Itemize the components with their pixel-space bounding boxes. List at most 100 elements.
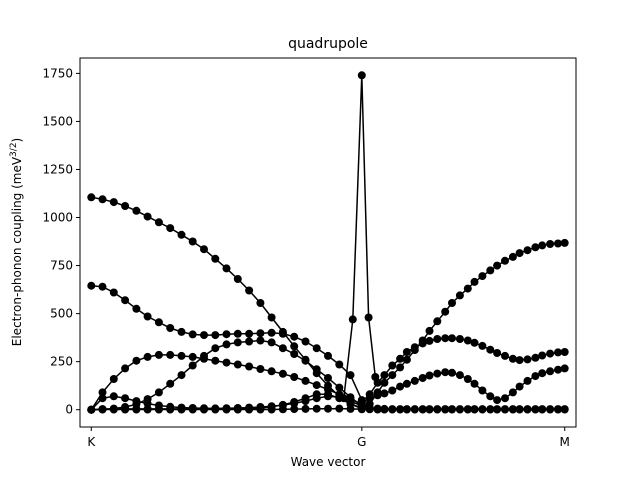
data-point bbox=[448, 299, 456, 307]
data-point bbox=[233, 275, 242, 283]
data-point bbox=[188, 405, 197, 414]
data-point bbox=[121, 296, 130, 305]
data-point bbox=[290, 398, 299, 406]
data-point bbox=[245, 362, 254, 371]
data-point bbox=[478, 341, 487, 350]
data-point bbox=[278, 405, 287, 414]
data-point bbox=[87, 281, 96, 290]
x-tick-label: M bbox=[560, 435, 570, 449]
series-line bbox=[361, 337, 565, 403]
data-point bbox=[396, 382, 405, 391]
data-point bbox=[121, 394, 130, 403]
data-point bbox=[455, 371, 464, 380]
data-point bbox=[222, 405, 231, 414]
data-point bbox=[245, 405, 254, 414]
data-point bbox=[290, 332, 299, 341]
data-point bbox=[380, 405, 389, 414]
data-point bbox=[267, 367, 276, 376]
data-point bbox=[177, 327, 186, 336]
series-line bbox=[361, 367, 565, 405]
data-point bbox=[546, 367, 555, 376]
data-point bbox=[493, 405, 502, 414]
x-tick-label: G bbox=[357, 435, 366, 449]
data-point bbox=[177, 351, 186, 360]
data-point bbox=[560, 348, 569, 356]
data-point bbox=[560, 364, 569, 373]
data-point bbox=[508, 252, 517, 261]
data-point bbox=[154, 318, 163, 327]
data-point bbox=[531, 353, 540, 362]
data-point bbox=[166, 379, 175, 388]
data-point bbox=[433, 317, 442, 326]
data-point bbox=[98, 405, 107, 414]
y-tick-label: 1750 bbox=[42, 66, 73, 80]
data-point bbox=[267, 328, 276, 337]
y-axis: 0 250 500 750 1000 1250 1500 1750 bbox=[42, 66, 80, 417]
data-point bbox=[346, 371, 355, 380]
data-point bbox=[290, 405, 299, 414]
data-point bbox=[508, 354, 517, 363]
data-point bbox=[143, 405, 152, 414]
data-point bbox=[365, 405, 374, 414]
data-point bbox=[177, 230, 186, 239]
data-point bbox=[418, 405, 427, 414]
data-point bbox=[222, 330, 231, 339]
data-point bbox=[418, 339, 427, 348]
y-tick-label: 1250 bbox=[42, 162, 73, 176]
data-point bbox=[388, 405, 397, 414]
data-point bbox=[441, 307, 450, 316]
y-axis-label-superscript: 3/2 bbox=[9, 142, 19, 156]
data-point bbox=[425, 326, 434, 335]
data-point bbox=[200, 245, 208, 254]
data-point bbox=[98, 195, 107, 204]
data-point bbox=[188, 237, 197, 246]
data-point bbox=[324, 351, 332, 360]
data-point bbox=[410, 376, 419, 385]
data-point bbox=[166, 324, 175, 332]
y-tick-label: 250 bbox=[50, 355, 73, 369]
data-point bbox=[425, 336, 434, 345]
data-point bbox=[501, 256, 509, 265]
data-point bbox=[324, 404, 332, 413]
data-point bbox=[357, 71, 366, 80]
series-12 bbox=[357, 404, 569, 414]
data-point bbox=[554, 365, 562, 374]
data-point bbox=[531, 372, 540, 381]
data-point bbox=[538, 405, 547, 414]
data-point bbox=[143, 212, 152, 221]
series-8 bbox=[357, 238, 569, 412]
data-point bbox=[418, 374, 427, 382]
plot-area bbox=[87, 71, 569, 414]
data-point bbox=[441, 368, 450, 377]
data-point bbox=[132, 405, 141, 414]
data-point bbox=[301, 376, 310, 385]
data-point bbox=[121, 202, 130, 210]
data-point bbox=[267, 405, 276, 414]
data-point bbox=[339, 394, 348, 403]
data-point bbox=[312, 381, 321, 390]
data-point bbox=[448, 368, 456, 377]
data-point bbox=[388, 371, 397, 380]
data-point bbox=[245, 329, 254, 338]
series-line bbox=[361, 242, 565, 409]
data-point bbox=[154, 350, 163, 359]
plot-frame bbox=[79, 57, 577, 428]
y-axis-label-main: Electron-phonon coupling (meV bbox=[10, 156, 24, 346]
data-point bbox=[143, 312, 152, 321]
data-point bbox=[493, 349, 502, 357]
data-point bbox=[523, 405, 532, 414]
data-point bbox=[410, 343, 419, 352]
y-tick-label: 1000 bbox=[42, 211, 73, 225]
data-point bbox=[546, 405, 555, 414]
data-point bbox=[463, 375, 472, 383]
data-point bbox=[523, 246, 532, 255]
data-point bbox=[267, 338, 276, 347]
data-point bbox=[554, 348, 562, 357]
data-point bbox=[109, 288, 118, 297]
data-point bbox=[98, 394, 107, 403]
data-point bbox=[493, 261, 502, 270]
data-point bbox=[109, 405, 118, 414]
data-point bbox=[554, 239, 562, 248]
data-point bbox=[470, 379, 479, 388]
